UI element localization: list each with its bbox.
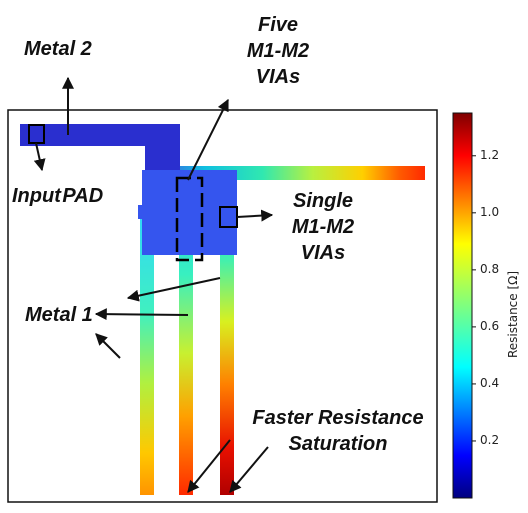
colorbar-tick-label: 1.0 (480, 204, 500, 219)
input-pad-label: Input PAD (12, 185, 104, 207)
five-vias-arrow (187, 98, 229, 181)
saturation-arrow-left (187, 439, 231, 493)
colorbar-ticks (472, 155, 476, 442)
metal1-label: Metal 1 (25, 304, 93, 326)
input-pad-arrow (33, 142, 46, 172)
colorbar-tick-label: 1.2 (480, 147, 500, 162)
five-vias-line-2: M1-M2 (246, 40, 310, 62)
metal1-horizontal-arm (175, 166, 425, 180)
metal1-arrow-lower (95, 333, 121, 359)
colorbar-tick-label: 0.6 (480, 318, 500, 333)
five-vias-line-3: VIAs (255, 66, 301, 88)
single-vias-line-1: Single (292, 190, 353, 212)
single-vias-line-3: VIAs (300, 242, 346, 264)
colorbar-title: Resistance [Ω] (506, 270, 520, 358)
faster-saturation-line-1: Faster Resistance (252, 407, 424, 429)
single-vias-line-2: M1-M2 (291, 216, 355, 238)
metal2-horizontal (20, 124, 180, 146)
metal1-leg-left (140, 215, 154, 495)
saturation-arrow-right (229, 446, 269, 493)
metal1-leg-right (220, 180, 234, 495)
faster-saturation-label: Faster Resistance Saturation (238, 405, 438, 457)
colorbar-tick-label: 0.2 (480, 432, 500, 447)
five-vias-line-1: Five (257, 14, 299, 36)
metal1-arrow-upper (126, 277, 221, 302)
faster-saturation-line-2: Saturation (288, 433, 388, 455)
single-vias-label: Single M1-M2 VIAs (268, 188, 378, 266)
single-via-arrow (236, 209, 274, 222)
colorbar-tick-label: 0.8 (480, 261, 500, 276)
metal1-arrow-middle (94, 308, 189, 321)
colorbar (452, 112, 473, 499)
colorbar-tick-label: 0.4 (480, 375, 500, 390)
via-block-tab (138, 205, 146, 219)
metal2-label: Metal 2 (24, 38, 92, 60)
via-block (142, 170, 237, 255)
five-vias-label: Five M1-M2 VIAs (228, 12, 328, 90)
